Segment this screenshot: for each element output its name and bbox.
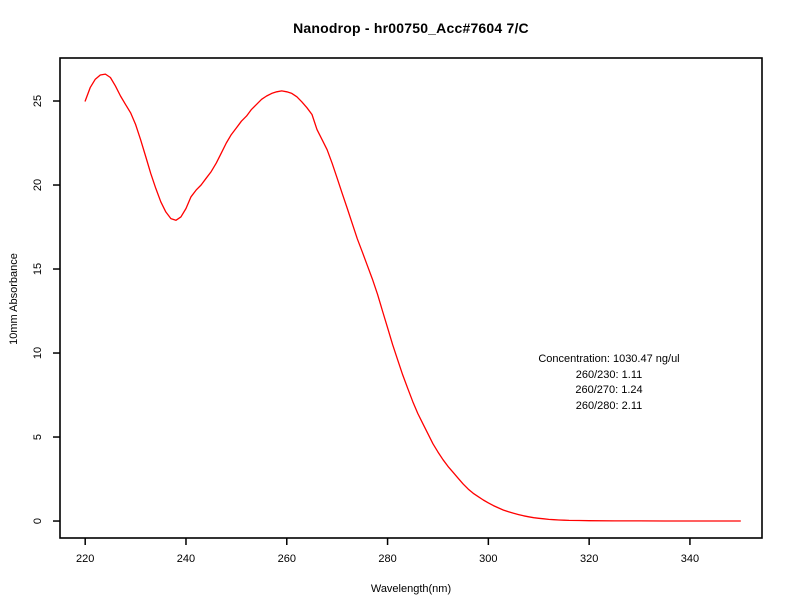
chart-title: Nanodrop - hr00750_Acc#7604 7/C [293, 20, 529, 36]
x-axis-label: Wavelength(nm) [370, 583, 452, 595]
annotation-line-260-230: 260/230: 1.11 [575, 368, 643, 381]
plot-box [59, 57, 763, 539]
annotation-line-concentration: Concentration: 1030.47 ng/ul [538, 353, 680, 365]
y-axis-tick-label: 20 [32, 179, 44, 191]
y-axis-tick-label: 5 [32, 434, 44, 440]
y-axis-tick-label: 0 [32, 518, 44, 524]
x-axis-tick-label: 220 [76, 553, 94, 565]
y-axis-tick-label: 25 [32, 95, 44, 107]
x-axis-tick-label: 300 [479, 553, 497, 565]
y-axis-label: 10mm Absorbance [8, 253, 20, 345]
x-axis-tick-label: 240 [177, 553, 195, 565]
y-axis-tick-label: 15 [32, 263, 44, 275]
annotation-line-260-270: 260/270: 1.24 [575, 384, 643, 397]
y-axis-tick-label: 10 [32, 347, 44, 359]
annotation-block: Concentration: 1030.47 ng/ul 260/230: 1.… [429, 352, 789, 414]
absorbance-curve [84, 73, 741, 522]
x-axis-tick-label: 320 [580, 553, 598, 565]
annotation-line-260-280: 260/280: 2.11 [575, 399, 643, 412]
x-axis-tick-label: 340 [681, 553, 699, 565]
x-axis-tick-label: 280 [378, 553, 396, 565]
x-axis-tick-label: 260 [278, 553, 296, 565]
